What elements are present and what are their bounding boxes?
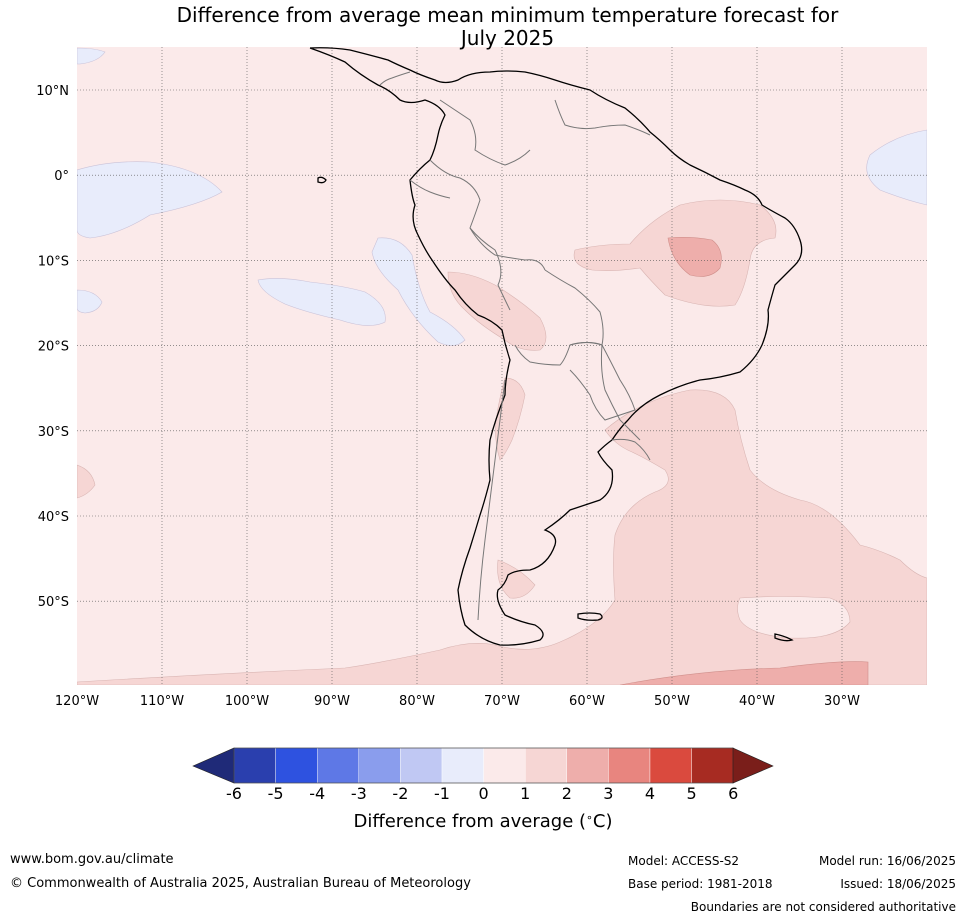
footer-issued: Issued: 18/06/2025 [840, 877, 956, 891]
longitude-label: 90°W [314, 694, 350, 709]
longitude-label: 50°W [654, 694, 690, 709]
colorbar-swatch [358, 747, 401, 784]
longitude-label: 100°W [225, 694, 269, 709]
colorbar-tick-label: -1 [434, 784, 450, 803]
latitude-labels: 10°N 0° 10°S 20°S 30°S 40°S 50°S [36, 84, 69, 610]
longitude-label: 30°W [824, 694, 860, 709]
colorbar-tick-label: -3 [351, 784, 367, 803]
colorbar-title: Difference from average (∘C) [353, 811, 612, 833]
warm-patch-bolivia [447, 271, 547, 351]
latitude-label: 30°S [38, 425, 69, 440]
cool-anomaly-areas [77, 47, 927, 346]
colorbar-tick-label: -6 [226, 784, 242, 803]
colorbar-swatch [566, 747, 609, 784]
strong-warm-areas [619, 237, 869, 685]
colorbar-tick-labels: -6 -5 -4 -3 -2 -1 0 1 2 3 4 5 6 [226, 784, 738, 803]
border-argentina-brazil [600, 344, 641, 441]
south-america-coast [309, 47, 803, 646]
border-guianas [554, 99, 651, 136]
colorbar-tick-label: -5 [268, 784, 284, 803]
colorbar-under-arrow [192, 747, 235, 784]
neutral-patch-south-atlantic [737, 596, 851, 639]
longitude-label: 60°W [569, 694, 605, 709]
cool-patch-peru [371, 237, 466, 346]
colorbar-tick-label: 5 [687, 784, 697, 803]
border-uruguay [611, 438, 651, 461]
title-line-2: July 2025 [460, 26, 555, 50]
colorbar-swatch [525, 747, 568, 784]
galapagos [317, 176, 327, 184]
country-borders [379, 71, 651, 621]
footer-model-run: Model run: 16/06/2025 [818, 854, 956, 868]
warm-patch-patagonia [497, 559, 536, 599]
longitude-label: 70°W [484, 694, 520, 709]
colorbar-swatch [233, 747, 276, 784]
latitude-label: 20°S [38, 340, 69, 355]
colorbar-swatch [483, 747, 526, 784]
colorbar-tick-label: 6 [728, 784, 738, 803]
colorbar-tick-label: 1 [520, 784, 530, 803]
colorbar-tick-label: 3 [603, 784, 613, 803]
cool-patch-north [77, 47, 106, 65]
latitude-label: 0° [54, 169, 69, 184]
south-georgia [774, 633, 794, 642]
latitude-label: 10°N [36, 84, 69, 99]
border-peru-brazil [469, 227, 511, 311]
footer-model: Model: ACCESS-S2 [628, 854, 740, 868]
longitude-label: 120°W [55, 694, 99, 709]
footer-disclaimer: Boundaries are not considered authoritat… [690, 900, 956, 914]
longitude-label: 80°W [399, 694, 435, 709]
cool-patch-pacific [257, 278, 386, 326]
border-colombia-venezuela [439, 99, 531, 166]
falkland-islands [577, 612, 603, 621]
latitude-label: 50°S [38, 595, 69, 610]
warm2-patch-brazil [667, 237, 722, 277]
colorbar-swatch [317, 747, 360, 784]
warm-patch-pacific-east [77, 464, 96, 499]
latitude-label: 40°S [38, 510, 69, 525]
colorbar-swatch [608, 747, 651, 784]
colorbar: -6 -5 -4 -3 -2 -1 0 1 2 3 4 5 6 Difference from aver… [192, 747, 774, 833]
colorbar-tick-label: -4 [309, 784, 325, 803]
warm-patch-south-atlantic [77, 389, 927, 685]
cool-patch-atlantic [866, 129, 927, 206]
cool-patch-west [77, 161, 223, 239]
map-title: Difference from average mean minimum tem… [0, 4, 965, 50]
colorbar-tick-label: 0 [479, 784, 489, 803]
longitude-labels: 120°W 110°W 100°W 90°W 80°W 70°W 60°W 50°W 40°W 3… [55, 694, 860, 709]
colorbar-swatch [400, 747, 443, 784]
cool-patch-small [77, 289, 103, 314]
colorbar-tick-label: 2 [562, 784, 572, 803]
colorbar-swatch [275, 747, 318, 784]
border-argentina-chile [477, 379, 506, 621]
colorbar-swatch [441, 747, 484, 784]
longitude-label: 40°W [739, 694, 775, 709]
graticule [77, 47, 927, 685]
footer-base-period: Base period: 1981-2018 [628, 877, 773, 891]
colorbar-tick-label: -2 [392, 784, 408, 803]
neutral-areas [737, 596, 851, 639]
border-central-america [379, 71, 411, 86]
title-line-1: Difference from average mean minimum tem… [176, 3, 839, 27]
latitude-label: 10°S [38, 254, 69, 269]
colorbar-swatches [233, 747, 734, 784]
footer-url[interactable]: www.bom.gov.au/climate [10, 852, 174, 867]
warm2-patch-south [619, 661, 869, 685]
border-ecuador-peru [409, 179, 451, 199]
footer-copyright: © Commonwealth of Australia 2025, Austra… [10, 876, 471, 891]
colorbar-tick-label: 4 [645, 784, 655, 803]
colorbar-over-arrow [732, 747, 774, 784]
colorbar-swatch [649, 747, 692, 784]
coastlines [309, 47, 803, 646]
colorbar-swatch [691, 747, 734, 784]
longitude-label: 110°W [140, 694, 184, 709]
